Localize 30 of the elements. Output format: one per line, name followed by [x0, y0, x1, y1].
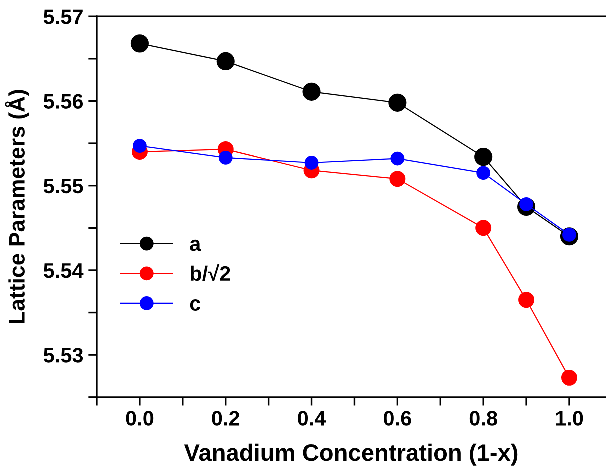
- x-tick-label: 0.6: [384, 411, 412, 426]
- point: [476, 220, 492, 236]
- point: [133, 139, 147, 154]
- point: [474, 148, 493, 166]
- point: [518, 292, 535, 308]
- x-axis-title: Vanadium Concentration (1-x): [184, 444, 518, 466]
- legend-label: a: [190, 240, 202, 252]
- point: [562, 370, 578, 386]
- point: [130, 34, 149, 53]
- point: [302, 82, 321, 101]
- y-tick-label: 5.55: [44, 179, 84, 194]
- point: [304, 156, 319, 170]
- point: [390, 152, 405, 166]
- x-tick-label: 0.8: [470, 411, 498, 426]
- point: [388, 94, 407, 112]
- x-tick-label: 0.2: [212, 411, 240, 426]
- y-tick-label: 5.53: [44, 348, 84, 363]
- y-tick-label: 5.56: [44, 94, 84, 109]
- point: [216, 52, 235, 70]
- legend-label: b/√2: [190, 264, 230, 282]
- point: [476, 166, 491, 180]
- x-tick-label: 1.0: [556, 411, 584, 426]
- y-axis-title: Lattice Parameters (Å): [5, 90, 30, 324]
- point: [218, 150, 233, 165]
- point: [390, 171, 406, 188]
- x-tick-label: 0.0: [126, 411, 154, 426]
- y-tick-label: 5.57: [44, 10, 83, 24]
- legend-label: c: [190, 300, 201, 311]
- x-tick-label: 0.4: [298, 411, 326, 426]
- y-tick-label: 5.54: [44, 264, 84, 278]
